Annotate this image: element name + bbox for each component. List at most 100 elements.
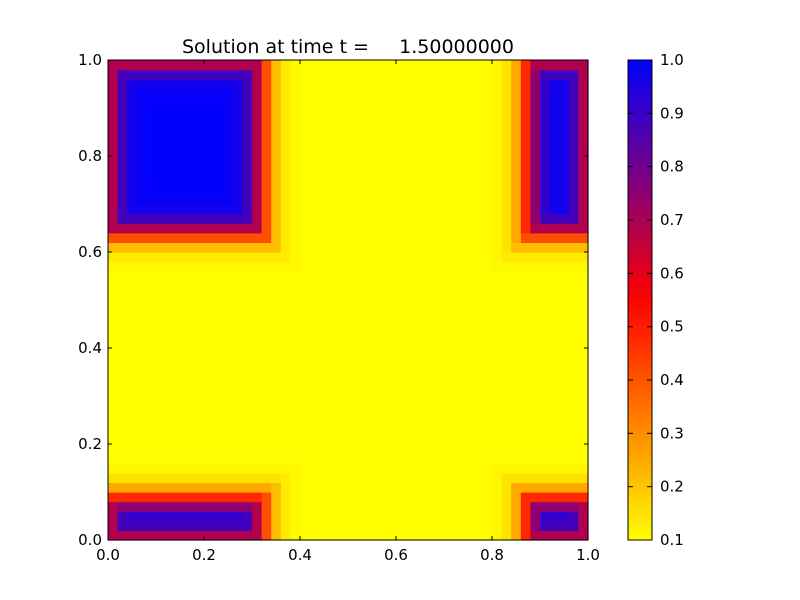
heatmap-cell <box>357 194 368 205</box>
heatmap-cell <box>492 309 503 320</box>
heatmap-cell <box>540 60 551 71</box>
heatmap-cell <box>242 98 253 109</box>
heatmap-cell <box>127 338 138 349</box>
heatmap-cell <box>117 232 128 243</box>
heatmap-cell <box>376 492 387 503</box>
heatmap-cell <box>108 501 119 512</box>
heatmap-cell <box>175 232 186 243</box>
heatmap-cell <box>204 492 215 503</box>
heatmap-cell <box>405 463 416 474</box>
heatmap-cell <box>520 472 531 483</box>
heatmap-cell <box>424 146 435 157</box>
heatmap-cell <box>472 492 483 503</box>
heatmap-cell <box>127 280 138 291</box>
heatmap-cell <box>204 415 215 426</box>
heatmap-cell <box>328 204 339 215</box>
heatmap-cell <box>328 530 339 541</box>
heatmap-cell <box>300 223 311 234</box>
heatmap-cell <box>194 136 205 147</box>
heatmap-cell <box>444 453 455 464</box>
heatmap-cell <box>328 213 339 224</box>
heatmap-cell <box>252 213 263 224</box>
heatmap-cell <box>386 367 397 378</box>
heatmap-cell <box>261 108 272 119</box>
heatmap-cell <box>386 328 397 339</box>
heatmap-cell <box>127 492 138 503</box>
heatmap-cell <box>290 453 301 464</box>
heatmap-cell <box>242 146 253 157</box>
heatmap-cell <box>223 376 234 387</box>
heatmap-cell <box>434 88 445 99</box>
heatmap-cell <box>559 290 570 301</box>
heatmap-cell <box>540 165 551 176</box>
heatmap-cell <box>396 146 407 157</box>
heatmap-cell <box>223 79 234 90</box>
heatmap-cell <box>549 108 560 119</box>
heatmap-cell <box>290 127 301 138</box>
heatmap-cell <box>223 357 234 368</box>
heatmap-cell <box>520 88 531 99</box>
heatmap-cell <box>328 194 339 205</box>
heatmap-cell <box>492 348 503 359</box>
heatmap-cell <box>376 444 387 455</box>
heatmap-cell <box>338 453 349 464</box>
heatmap-cell <box>146 482 157 493</box>
heatmap-cell <box>453 175 464 186</box>
heatmap-cell <box>540 328 551 339</box>
heatmap-cell <box>146 319 157 330</box>
heatmap-cell <box>223 338 234 349</box>
heatmap-cell <box>127 213 138 224</box>
heatmap-cell <box>252 338 263 349</box>
heatmap-cell <box>511 108 522 119</box>
heatmap-cell <box>463 328 474 339</box>
heatmap-cell <box>501 501 512 512</box>
heatmap-cell <box>415 511 426 522</box>
heatmap-cell <box>540 319 551 330</box>
heatmap-cell <box>376 434 387 445</box>
heatmap-cell <box>396 444 407 455</box>
heatmap-cell <box>252 520 263 531</box>
heatmap-cell <box>117 242 128 253</box>
heatmap-cell <box>127 530 138 541</box>
heatmap-cell <box>319 252 330 263</box>
heatmap-cell <box>136 492 147 503</box>
heatmap-cell <box>338 184 349 195</box>
heatmap-cell <box>444 309 455 320</box>
heatmap-cell <box>549 482 560 493</box>
heatmap-cell <box>492 252 503 263</box>
heatmap-cell <box>357 204 368 215</box>
heatmap-cell <box>213 146 224 157</box>
heatmap-cell <box>348 530 359 541</box>
heatmap-cell <box>376 88 387 99</box>
heatmap-cell <box>156 328 167 339</box>
heatmap-cell <box>108 69 119 80</box>
heatmap-cell <box>242 79 253 90</box>
heatmap-cell <box>232 175 243 186</box>
heatmap-cell <box>328 127 339 138</box>
heatmap-cell <box>204 309 215 320</box>
heatmap-cell <box>252 290 263 301</box>
heatmap-cell <box>386 386 397 397</box>
heatmap-cell <box>357 520 368 531</box>
heatmap-cell <box>194 338 205 349</box>
heatmap-cell <box>367 261 378 272</box>
heatmap-cell <box>578 319 589 330</box>
heatmap-cell <box>396 405 407 416</box>
heatmap-cell <box>165 69 176 80</box>
heatmap-cell <box>136 252 147 263</box>
heatmap-cell <box>386 376 397 387</box>
heatmap-cell <box>415 424 426 435</box>
heatmap-cell <box>511 184 522 195</box>
heatmap-cell <box>127 79 138 90</box>
heatmap-cell <box>280 472 291 483</box>
heatmap-cell <box>165 60 176 71</box>
heatmap-cell <box>271 261 282 272</box>
heatmap-cell <box>309 434 320 445</box>
heatmap-cell <box>165 328 176 339</box>
heatmap-cell <box>213 530 224 541</box>
heatmap-cell <box>463 184 474 195</box>
heatmap-cell <box>290 271 301 282</box>
heatmap-cell <box>434 463 445 474</box>
heatmap-cell <box>348 79 359 90</box>
heatmap-cell <box>540 108 551 119</box>
